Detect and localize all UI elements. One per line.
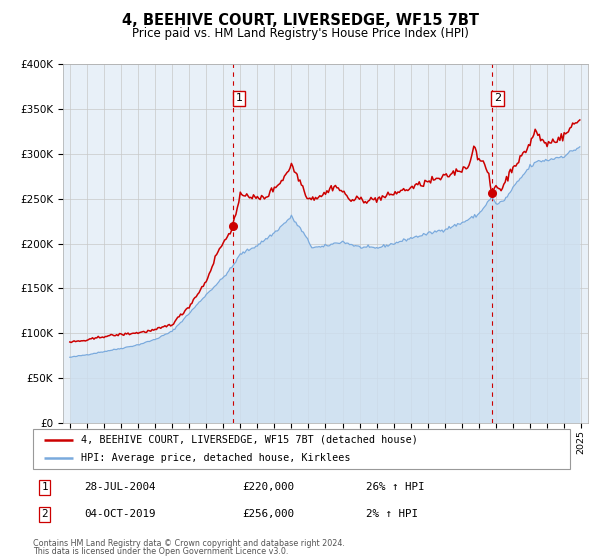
- Text: £220,000: £220,000: [242, 482, 295, 492]
- Text: 1: 1: [41, 482, 48, 492]
- Text: 04-OCT-2019: 04-OCT-2019: [84, 509, 155, 519]
- Text: Price paid vs. HM Land Registry's House Price Index (HPI): Price paid vs. HM Land Registry's House …: [131, 27, 469, 40]
- Text: 2: 2: [494, 94, 502, 104]
- Text: 4, BEEHIVE COURT, LIVERSEDGE, WF15 7BT (detached house): 4, BEEHIVE COURT, LIVERSEDGE, WF15 7BT (…: [82, 435, 418, 445]
- Text: Contains HM Land Registry data © Crown copyright and database right 2024.: Contains HM Land Registry data © Crown c…: [33, 539, 345, 548]
- Text: 1: 1: [235, 94, 242, 104]
- Text: 2: 2: [41, 509, 48, 519]
- Text: 2% ↑ HPI: 2% ↑ HPI: [366, 509, 418, 519]
- Text: 4, BEEHIVE COURT, LIVERSEDGE, WF15 7BT: 4, BEEHIVE COURT, LIVERSEDGE, WF15 7BT: [121, 13, 479, 28]
- Text: 26% ↑ HPI: 26% ↑ HPI: [366, 482, 424, 492]
- Text: HPI: Average price, detached house, Kirklees: HPI: Average price, detached house, Kirk…: [82, 454, 351, 463]
- Text: £256,000: £256,000: [242, 509, 295, 519]
- Text: This data is licensed under the Open Government Licence v3.0.: This data is licensed under the Open Gov…: [33, 547, 289, 556]
- Text: 28-JUL-2004: 28-JUL-2004: [84, 482, 155, 492]
